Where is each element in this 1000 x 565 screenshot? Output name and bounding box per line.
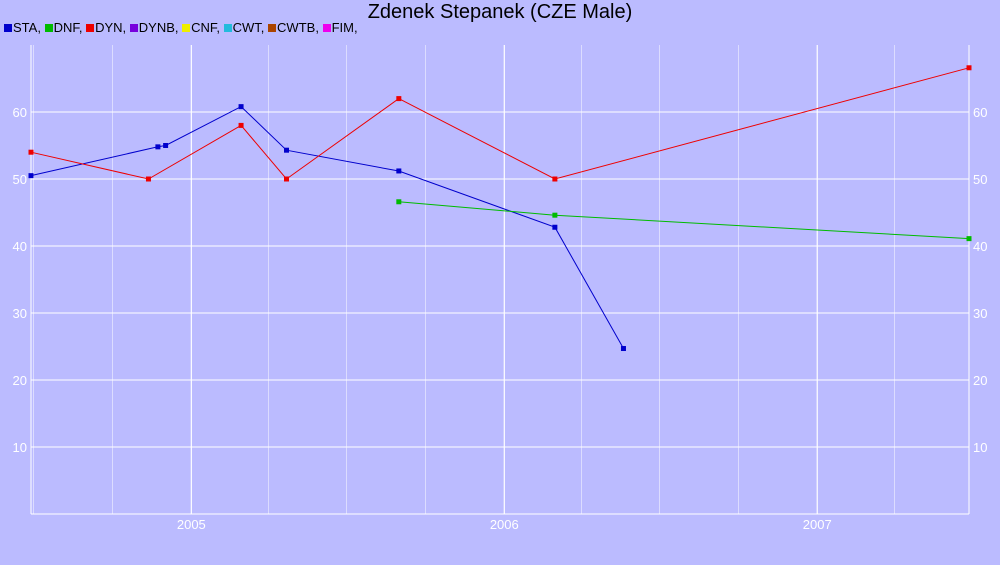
legend-label: STA,: [13, 20, 41, 35]
point-dyn: [145, 176, 151, 182]
legend-swatch: [322, 24, 331, 32]
point-dyn: [552, 176, 558, 182]
legend-item: DYN,: [86, 20, 126, 35]
legend-swatch: [129, 24, 138, 32]
legend-swatch: [182, 24, 191, 32]
legend-swatch: [86, 24, 95, 32]
legend-item: DYNB,: [129, 20, 179, 35]
y-tick-label-left: 60: [13, 105, 27, 120]
x-tick-label: 2007: [803, 517, 832, 532]
legend-label: DYNB,: [138, 20, 179, 35]
y-tick-label-left: 20: [13, 373, 27, 388]
point-sta: [163, 143, 169, 148]
legend-item: CNF,: [182, 20, 220, 35]
point-dnf: [396, 199, 402, 205]
y-tick-label-right: 20: [973, 373, 987, 388]
point-dyn: [284, 176, 290, 182]
legend-label: CNF,: [191, 20, 221, 35]
y-tick-label-right: 40: [973, 239, 987, 254]
series-layer: [28, 65, 972, 352]
legend-item: CWTB,: [268, 20, 319, 35]
legend: STA, DNF, DYN, DYNB, CNF, CWT, CWTB, FIM…: [4, 20, 358, 36]
legend-item: STA,: [4, 20, 41, 35]
y-tick-label-left: 30: [13, 306, 27, 321]
series-line-dyn: [30, 67, 970, 180]
legend-item: DNF,: [44, 20, 83, 35]
legend-label: DNF,: [53, 20, 83, 35]
legend-label: CWT,: [232, 20, 265, 35]
point-dyn: [28, 149, 34, 155]
y-tick-label-right: 50: [973, 172, 987, 187]
point-sta: [28, 173, 34, 179]
chart-title: Zdenek Stepanek (CZE Male): [367, 1, 633, 23]
point-sta: [552, 224, 558, 230]
point-sta: [396, 168, 402, 174]
y-tick-label-left: 40: [13, 239, 27, 254]
axes: 10 10 20 20 30 30 40 40 50 50 60 60 2005 2006 2007: [13, 105, 988, 532]
point-sta: [238, 104, 244, 110]
point-sta: [620, 346, 626, 352]
legend-swatch: [223, 24, 232, 32]
x-tick-label: 2005: [177, 517, 206, 532]
point-dyn: [396, 96, 402, 102]
legend-item: CWT,: [223, 20, 265, 35]
legend-swatch: [268, 24, 277, 32]
x-tick-label: 2006: [490, 517, 519, 532]
point-sta: [155, 144, 161, 150]
point-dyn: [966, 65, 972, 71]
grid: [30, 45, 970, 515]
y-tick-label-right: 10: [973, 440, 987, 455]
y-tick-label-left: 10: [13, 440, 27, 455]
point-dyn: [238, 122, 244, 128]
point-sta: [284, 147, 290, 153]
y-tick-label-left: 50: [13, 172, 27, 187]
point-dnf: [552, 212, 558, 218]
point-dnf: [966, 236, 972, 242]
legend-label: CWTB,: [277, 20, 319, 35]
series-line-sta: [30, 105, 624, 349]
legend-item: FIM,: [322, 20, 358, 35]
y-tick-label-right: 60: [973, 105, 987, 120]
legend-label: DYN,: [95, 20, 127, 35]
legend-label: FIM,: [331, 20, 358, 35]
legend-swatch: [44, 24, 53, 32]
y-tick-label-right: 30: [973, 306, 987, 321]
legend-swatch: [4, 24, 12, 32]
series-line-dnf: [398, 201, 970, 240]
